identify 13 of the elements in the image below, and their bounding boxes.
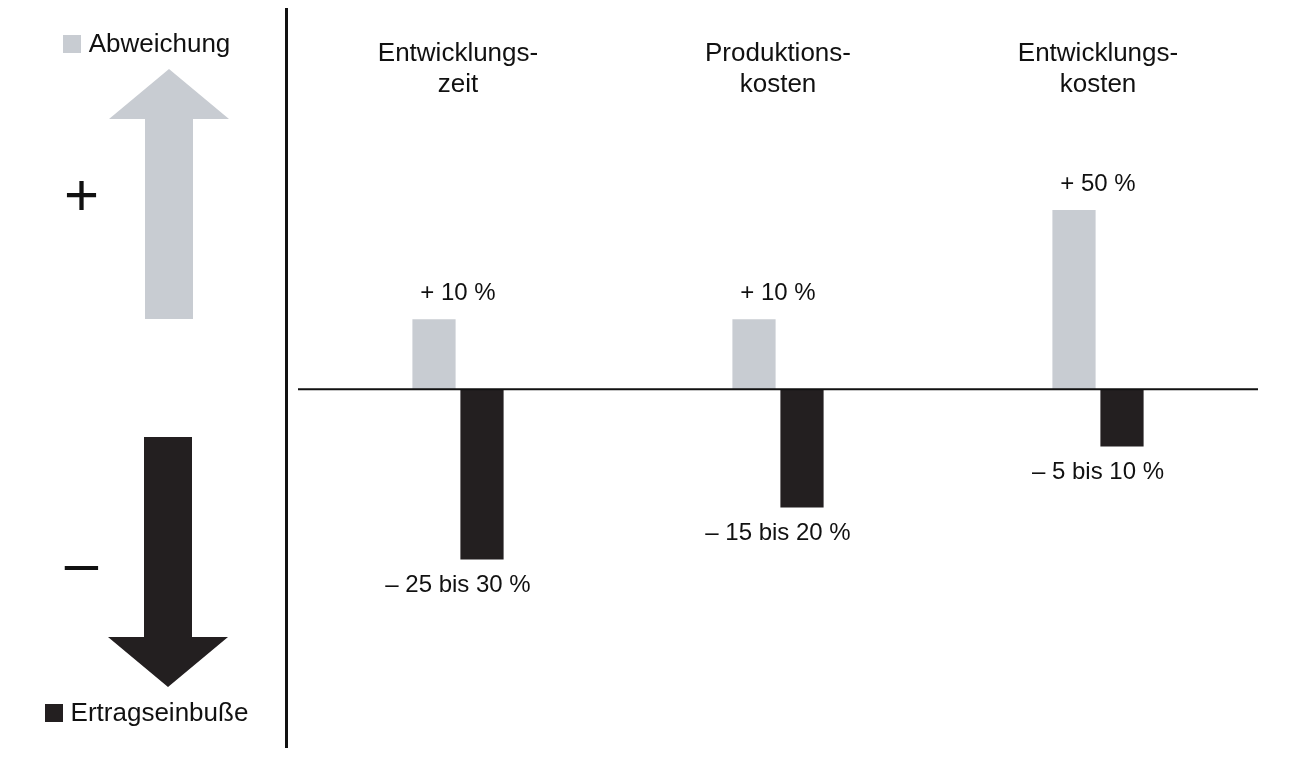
annotation: + 10 %	[740, 277, 816, 305]
annotation: + 10 %	[420, 277, 496, 305]
annotation: – 25 bis 30 %	[385, 570, 531, 598]
text: –	[64, 527, 99, 597]
annotation: – 15 bis 20 %	[705, 518, 851, 546]
legend-label: Ertragseinbuße	[70, 697, 249, 728]
legend-label: Abweichung	[88, 28, 231, 59]
x-tick-label: Produktions- kosten	[705, 36, 851, 98]
x-tick-label: Entwicklungs- zeit	[377, 36, 539, 98]
text: +	[63, 159, 100, 229]
annotation: – 5 bis 10 %	[1031, 457, 1165, 485]
x-tick-label: Entwicklungs- kosten	[1017, 36, 1179, 98]
annotation: + 50 %	[1060, 168, 1136, 196]
